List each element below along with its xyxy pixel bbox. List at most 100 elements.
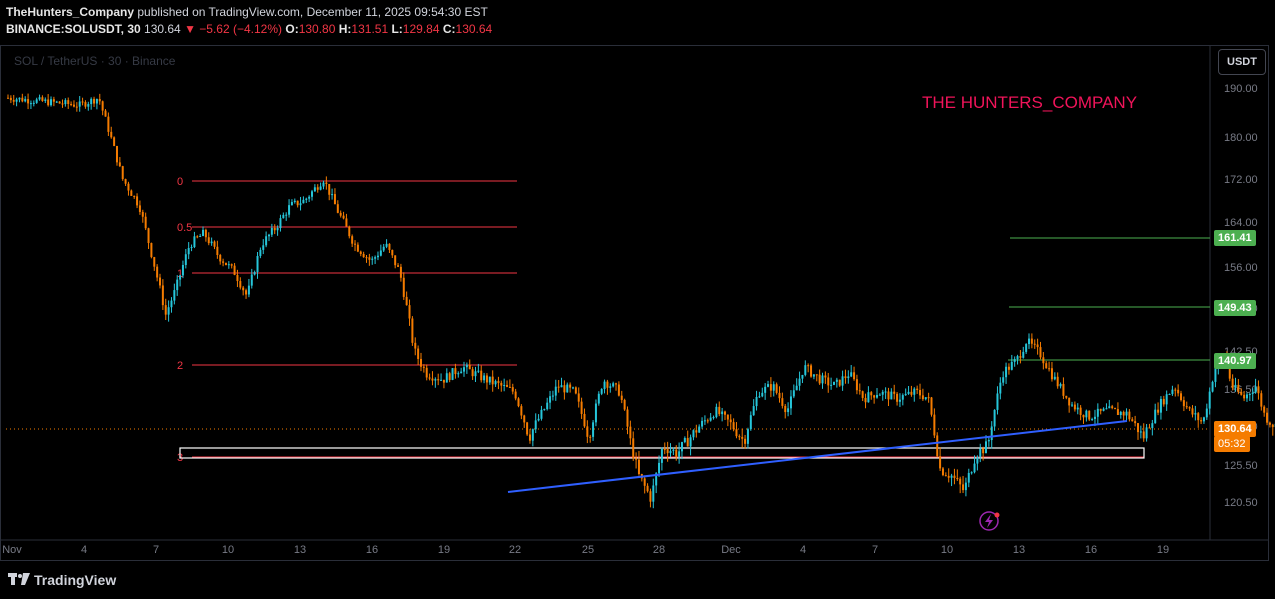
candle-body [1108,406,1111,409]
candle-body [583,413,586,427]
time-tick-label: 22 [509,544,521,556]
candle-body [767,384,770,387]
time-axis[interactable]: Nov 4 7 10 13 16 19 22 25 28 Dec 4 7 10 13 16 19 [2,544,1169,556]
price-tick-label: 125.50 [1224,460,1258,472]
candle-body [52,99,55,102]
candle-body [1056,376,1059,387]
candle-body [712,417,715,419]
candle-body [672,449,675,451]
candle-body [953,475,956,478]
candle-body [81,101,84,103]
candle-body [319,186,322,190]
candle-body [1122,411,1125,416]
candle-body [569,384,572,388]
close-label: C: [442,22,456,36]
candle-body [984,441,987,454]
candle-body [411,318,414,343]
candle-body [658,462,661,474]
target-lines[interactable] [1008,237,1210,361]
candle-body [580,401,583,414]
candle-body [761,392,764,397]
candle-body [1085,410,1088,418]
candle-body [494,381,497,385]
candle-body [61,103,64,105]
candle-body [729,419,732,423]
candle-body [689,437,692,447]
candle-body [1022,351,1025,358]
candle-body [990,426,993,441]
candle-body [1197,413,1200,421]
candle-body [388,243,391,250]
candle-body [242,287,245,291]
candle-body [1082,414,1085,418]
candle-body [649,491,652,502]
candle-body [1042,357,1045,364]
time-tick-label: 4 [81,544,87,556]
candle-body [597,393,600,404]
candle-body [847,376,850,379]
candle-body [199,236,202,238]
candle-body [107,116,110,132]
candle-body [612,383,615,387]
candle-body [835,379,838,382]
candle-body [12,100,15,102]
current-price-tag: 130.64 [1214,421,1256,437]
candle-body [956,477,959,479]
time-tick-label: Nov [2,544,22,556]
candle-body [262,245,265,250]
candle-body [1065,395,1068,398]
time-tick-label: 10 [941,544,953,556]
target-tag-2: 149.43 [1214,300,1256,316]
candle-body [147,228,150,244]
candle-body [1211,381,1214,392]
candle-body [483,375,486,381]
lightning-icon[interactable] [979,511,1000,531]
trendline[interactable] [507,420,1128,493]
symbol-label[interactable]: BINANCE:SOLUSDT, 30 [6,22,141,36]
candles[interactable] [7,93,1275,509]
candle-body [463,367,466,372]
candle-body [121,166,124,180]
candle-body [660,449,663,463]
candle-body [600,389,603,394]
candle-body [356,244,359,252]
candle-body [24,99,27,102]
time-tick-label: 13 [1013,544,1025,556]
candle-body [1136,423,1139,433]
candle-body [752,406,755,416]
candle-body [1068,397,1071,406]
candle-body [477,370,480,372]
candle-body [560,385,563,388]
price-tick-label: 190.00 [1224,83,1258,95]
candle-body [523,415,526,423]
candle-body [305,198,308,200]
currency-button[interactable]: USDT [1218,49,1266,75]
chart-header: TheHunters_Company published on TradingV… [6,4,492,38]
candle-body [1030,338,1033,344]
publisher-name[interactable]: TheHunters_Company [6,5,135,19]
chart-area[interactable]: SOL / TetherUS · 30 · Binance THE HUNTER… [0,43,1275,563]
candle-body [827,377,830,386]
candle-body [440,379,443,381]
candle-body [594,403,597,423]
candle-body [724,411,726,415]
candle-body [916,388,919,390]
candle-body [322,182,325,187]
candle-body [293,200,296,203]
chart-svg[interactable]: SOL / TetherUS · 30 · Binance THE HUNTER… [0,43,1275,563]
candle-body [873,395,876,398]
candle-body [265,236,268,246]
time-tick-label: 28 [653,544,665,556]
fib-level-label: 1 [177,268,183,280]
candle-body [718,406,721,415]
candle-body [726,414,729,420]
candle-body [706,420,709,422]
candle-body [537,418,540,421]
chart-border [0,45,1269,561]
candle-body [924,397,927,400]
candle-body [1033,343,1036,345]
tradingview-logo[interactable]: TradingView [8,572,116,588]
candle-body [1243,394,1246,399]
candle-body [927,397,930,399]
candle-body [273,227,276,231]
